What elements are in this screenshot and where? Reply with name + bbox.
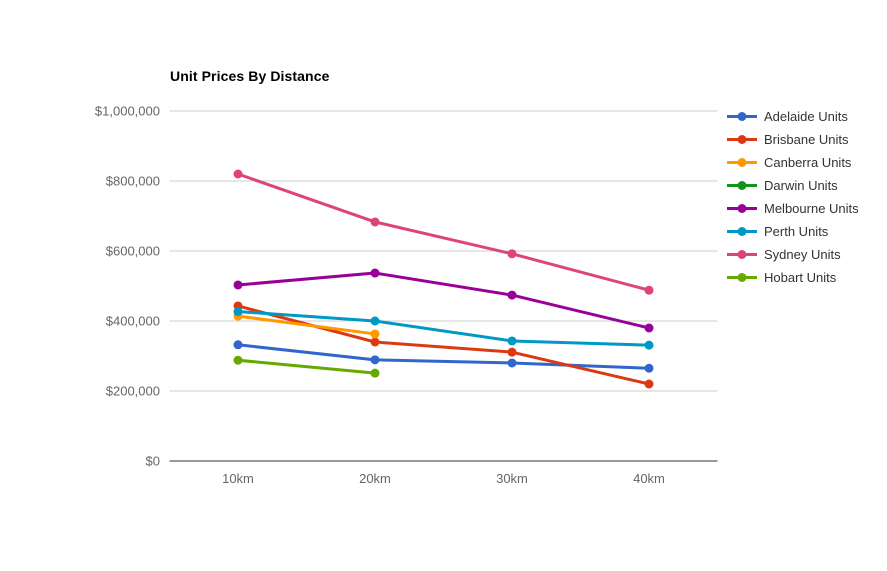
y-axis-label: $600,000 [106,244,160,259]
legend-item-perth-units: Perth Units [727,220,859,243]
legend-label: Hobart Units [764,270,837,285]
legend-swatch-icon [727,250,757,259]
legend-item-hobart-units: Hobart Units [727,266,859,289]
legend-swatch-icon [727,273,757,282]
legend-label: Adelaide Units [764,109,848,124]
series-line-perth-units [236,310,651,347]
legend-swatch-icon [727,181,757,190]
series-line-sydney-units [236,172,651,292]
legend-item-brisbane-units: Brisbane Units [727,128,859,151]
legend-swatch-icon [727,158,757,167]
legend-swatch-icon [727,135,757,144]
series-line-adelaide-units [236,343,651,370]
series-line-hobart-units [236,358,377,375]
legend-label: Sydney Units [764,247,841,262]
data-point-melbourne-units-30km [507,290,517,300]
chart-title: Unit Prices By Distance [170,68,330,84]
data-point-adelaide-units-20km [370,355,380,365]
legend-item-sydney-units: Sydney Units [727,243,859,266]
data-point-melbourne-units-40km [644,323,654,333]
data-point-brisbane-units-30km [507,347,517,357]
data-point-perth-units-10km [233,307,243,317]
legend-label: Canberra Units [764,155,852,170]
y-axis-label: $800,000 [106,174,160,189]
data-point-canberra-units-20km [370,329,380,339]
x-axis-label-40km: 40km [633,471,665,486]
series-line-brisbane-units [236,304,651,386]
y-axis-label: $200,000 [106,384,160,399]
data-point-sydney-units-40km [644,285,654,295]
data-point-adelaide-units-40km [644,363,654,373]
data-point-perth-units-20km [370,316,380,326]
x-axis-label-30km: 30km [496,471,528,486]
data-point-perth-units-30km [507,336,517,346]
data-point-sydney-units-20km [370,217,380,227]
data-point-melbourne-units-10km [233,280,243,290]
legend-label: Perth Units [764,224,829,239]
data-point-melbourne-units-20km [370,268,380,278]
x-axis-label-10km: 10km [222,471,254,486]
series-line-melbourne-units [236,271,651,330]
y-axis-label: $0 [146,454,160,469]
data-point-brisbane-units-40km [644,379,654,389]
legend-item-canberra-units: Canberra Units [727,151,859,174]
legend-label: Brisbane Units [764,132,849,147]
data-point-sydney-units-10km [233,169,243,179]
series-line-canberra-units [236,314,377,336]
y-axis-label: $400,000 [106,314,160,329]
chart-legend: Adelaide Units Brisbane Units Canberra Uni… [727,105,859,289]
data-point-brisbane-units-20km [370,337,380,347]
data-point-perth-units-40km [644,340,654,350]
legend-swatch-icon [727,112,757,121]
data-point-adelaide-units-10km [233,340,243,350]
data-point-adelaide-units-30km [507,358,517,368]
legend-label: Melbourne Units [764,201,859,216]
y-axis-label: $1,000,000 [95,104,160,119]
data-point-sydney-units-30km [507,249,517,259]
x-axis-label-20km: 20km [359,471,391,486]
data-point-hobart-units-10km [233,355,243,365]
legend-label: Darwin Units [764,178,838,193]
legend-swatch-icon [727,204,757,213]
legend-swatch-icon [727,227,757,236]
legend-item-melbourne-units: Melbourne Units [727,197,859,220]
data-point-hobart-units-20km [370,368,380,378]
legend-item-darwin-units: Darwin Units [727,174,859,197]
legend-item-adelaide-units: Adelaide Units [727,105,859,128]
